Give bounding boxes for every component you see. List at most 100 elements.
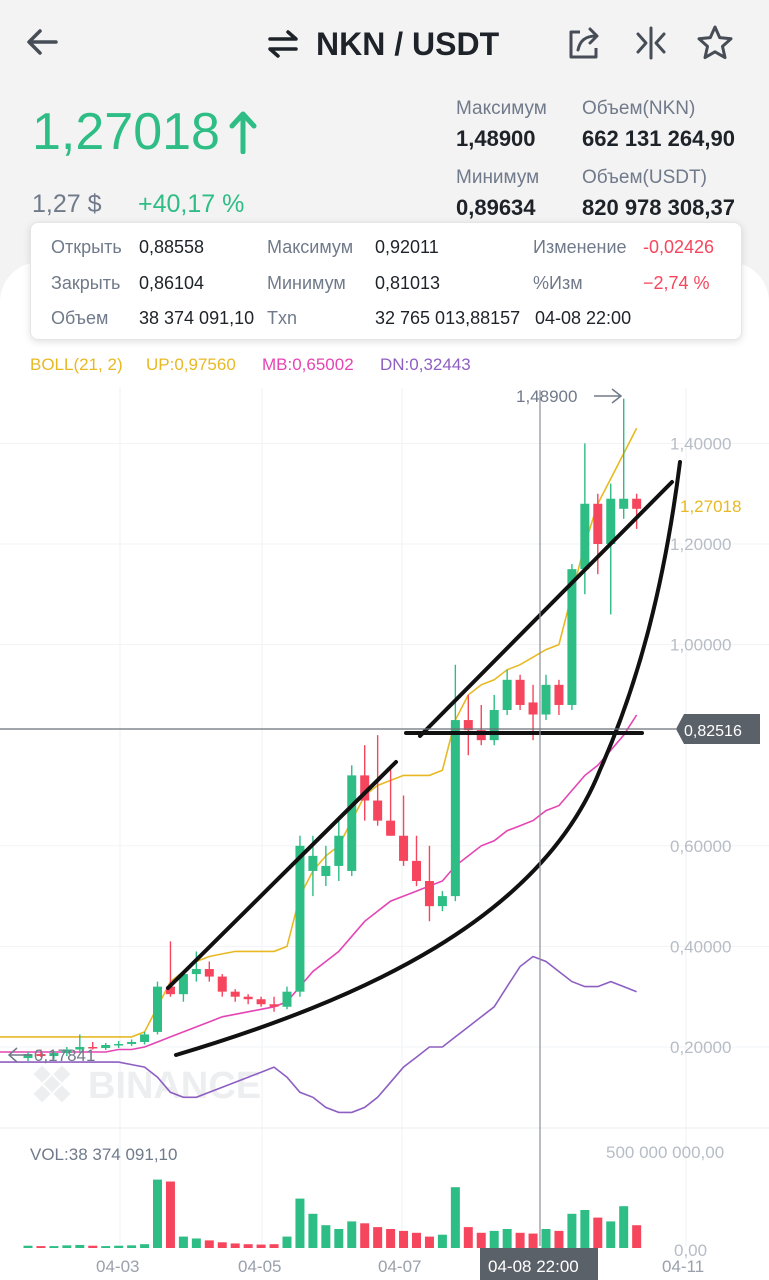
high-value: 1,48900 <box>456 126 536 151</box>
upper-trend-line <box>166 760 398 990</box>
volume-bar <box>178 1236 188 1248</box>
tt-low-value: 0,81013 <box>375 273 441 293</box>
svg-text:04-08 22:00: 04-08 22:00 <box>488 1257 579 1276</box>
back-arrow-icon[interactable] <box>22 22 62 62</box>
tt-pct-label: %Изм <box>533 273 583 293</box>
candle-body <box>295 845 305 992</box>
candle-body <box>567 569 577 705</box>
volume-bar <box>243 1244 253 1248</box>
tt-high-label: Максимум <box>267 237 354 257</box>
candle-body <box>114 1043 124 1046</box>
price-axis-label: 0,20000 <box>670 1038 731 1057</box>
volume-bar <box>191 1238 201 1248</box>
volume-bar <box>36 1246 46 1248</box>
candle-body <box>23 1054 33 1059</box>
volume-bar <box>567 1213 577 1248</box>
candle-body <box>476 730 486 741</box>
min-price-marker: 0,17841 <box>7 1046 95 1065</box>
price-axis-label: 1,00000 <box>670 636 731 655</box>
candle-body <box>153 986 162 1032</box>
candlestick-chart[interactable]: BINANCE 500 000 000,00 0,00 1,40000 1,2000… <box>0 380 769 1280</box>
volume-bar <box>619 1206 629 1248</box>
volume-bar <box>321 1225 331 1248</box>
volume-quote-label: Объем(USDT) <box>582 167 707 188</box>
tt-pct-value: −2,74 % <box>643 273 710 293</box>
volume-bar <box>489 1230 499 1248</box>
svg-text:0,82516: 0,82516 <box>684 723 742 740</box>
candle-body <box>386 820 396 836</box>
volume-base-label: Объем(NKN) <box>582 98 696 119</box>
grid-lines <box>0 388 769 1246</box>
tt-high-value: 0,92011 <box>375 237 439 257</box>
time-axis-label: 04-11 <box>662 1257 704 1276</box>
volume-bar <box>101 1246 111 1248</box>
time-axis-label: 04-03 <box>96 1257 139 1276</box>
candle-body <box>140 1034 150 1042</box>
tt-time: 04-08 22:00 <box>535 308 632 328</box>
candle-body <box>360 775 370 801</box>
low-value: 0,89634 <box>456 195 536 220</box>
candle-body <box>554 684 564 705</box>
candle-body <box>62 1049 72 1054</box>
volume-bar <box>217 1242 227 1248</box>
volume-bar <box>606 1221 616 1248</box>
candle-body <box>230 991 240 997</box>
boll-dn: DN:0,32443 <box>380 355 471 374</box>
boll-mb: MB:0,65002 <box>262 355 354 374</box>
tt-volume-label: Объем <box>51 308 109 328</box>
time-axis-label: 04-05 <box>238 1257 281 1276</box>
volume-bar <box>269 1244 279 1248</box>
price-axis-label: 1,20000 <box>670 535 731 554</box>
volume-axis-label: 0,00 <box>674 1241 707 1260</box>
svg-text:1,48900: 1,48900 <box>516 387 577 406</box>
volume-quote-value: 820 978 308,37 <box>582 195 735 220</box>
tt-volume-value: 38 374 091,10 <box>139 308 255 328</box>
volume-bar <box>165 1181 175 1248</box>
candle-body <box>373 800 383 821</box>
volume-bar <box>528 1233 538 1248</box>
boll-label[interactable]: BOLL(21, 2) <box>30 355 123 374</box>
volume-base-value: 662 131 264,90 <box>582 126 735 151</box>
candle-body <box>256 999 266 1005</box>
volume-bar <box>502 1229 512 1248</box>
volume-bar <box>347 1221 357 1248</box>
candle-body <box>632 498 642 509</box>
tt-low-label: Минимум <box>267 273 346 293</box>
crosshair-price-badge: 0,82516 <box>676 714 760 744</box>
volume-bar <box>204 1240 214 1248</box>
price-axis-label: 0,60000 <box>670 837 731 856</box>
tt-txn-label: Txn <box>267 308 298 328</box>
price-axis-label: 1,40000 <box>670 434 731 453</box>
volume-bar <box>334 1229 344 1248</box>
candle-body <box>75 1047 85 1050</box>
tt-close-value: 0,86104 <box>139 273 205 293</box>
candle-body <box>606 498 616 544</box>
candle-body <box>593 503 603 544</box>
volume-bar <box>62 1245 72 1248</box>
watermark-text: BINANCE <box>88 1065 261 1107</box>
candle-body <box>541 684 551 715</box>
volume-bar <box>580 1210 590 1248</box>
compare-icon[interactable] <box>632 24 670 62</box>
pair-selector[interactable]: NKN / USDT <box>266 22 499 66</box>
volume-bar <box>632 1225 642 1248</box>
candle-body <box>424 881 434 907</box>
volume-indicator: VOL:38 374 091,10 <box>30 1145 178 1164</box>
volume-bar <box>593 1217 603 1248</box>
candle-body <box>515 679 525 705</box>
candle-body <box>165 986 175 995</box>
tt-open-label: Открыть <box>51 237 122 257</box>
volume-bar <box>127 1245 137 1248</box>
candle-body <box>178 974 188 995</box>
change-percent: +40,17 % <box>138 190 245 218</box>
volume-bar <box>541 1229 551 1248</box>
candle-body <box>502 679 512 710</box>
candle-body <box>127 1041 137 1044</box>
star-icon[interactable] <box>696 24 734 62</box>
share-icon[interactable] <box>566 24 604 62</box>
candle-body <box>321 865 331 876</box>
volume-bar <box>360 1223 370 1248</box>
candle-body <box>204 969 214 977</box>
price-axis: 1,40000 1,20000 1,00000 0,60000 0,40000 0,200… <box>670 434 731 1057</box>
current-price-label: 1,27018 <box>680 497 741 516</box>
